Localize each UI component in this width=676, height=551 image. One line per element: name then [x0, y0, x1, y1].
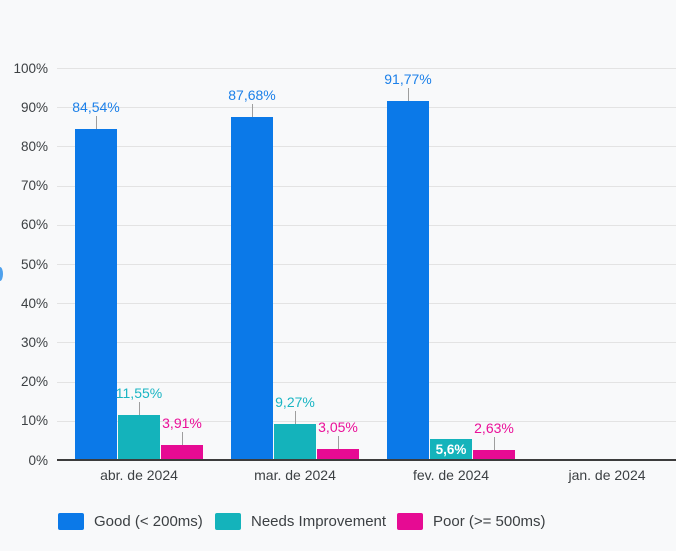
- bar-value-label: 3,91%: [162, 415, 202, 432]
- y-axis-tick-label: 60%: [20, 217, 48, 233]
- x-axis-label: jan. de 2024: [568, 467, 646, 483]
- gridline: [57, 381, 676, 383]
- legend-swatch-needs-improvement: [215, 512, 241, 530]
- bar-value-label: 9,27%: [275, 394, 315, 411]
- bar-poor[interactable]: [161, 445, 203, 460]
- x-axis-line: [57, 459, 676, 461]
- leader-line: [407, 87, 409, 101]
- x-axis-label: mar. de 2024: [254, 467, 336, 483]
- legend-swatch-poor: [397, 512, 423, 530]
- bar-value-label: 11,55%: [115, 385, 163, 402]
- legend-item-good: Good (< 200ms): [58, 512, 203, 530]
- bar-value-label: 3,05%: [318, 418, 358, 435]
- bar-good[interactable]: [231, 116, 273, 460]
- legend-swatch-good: [58, 512, 84, 530]
- legend-label: Good (< 200ms): [94, 512, 203, 530]
- y-axis-tick-label: 90%: [20, 99, 48, 115]
- bar-poor[interactable]: [473, 450, 515, 460]
- leader-line: [251, 103, 253, 117]
- gridline: [57, 185, 676, 187]
- y-axis-tick-label: 70%: [20, 178, 48, 194]
- leader-line: [181, 432, 183, 446]
- leader-line: [337, 435, 339, 449]
- bar-value-label: 5,6%: [435, 441, 467, 457]
- gridline: [57, 420, 676, 422]
- gridline: [57, 146, 676, 148]
- bar-value-label: 87,68%: [228, 86, 276, 103]
- bar-needs-improvement[interactable]: [118, 415, 160, 460]
- gridline: [57, 303, 676, 305]
- bar-value-label: 2,63%: [474, 420, 514, 437]
- bar-value-label: 84,54%: [72, 99, 120, 116]
- y-axis-tick-label: 50%: [20, 256, 48, 272]
- y-axis-tick-label: 100%: [13, 60, 48, 76]
- legend-item-poor: Poor (>= 500ms): [397, 512, 546, 530]
- legend-item-needs-improvement: Needs Improvement: [215, 512, 386, 530]
- gridline: [57, 264, 676, 265]
- y-axis-tick-label: 20%: [20, 374, 48, 390]
- bar-needs-improvement[interactable]: [430, 438, 472, 460]
- bar-good[interactable]: [387, 100, 429, 460]
- gridline: [57, 224, 676, 226]
- y-axis-title-clipped: [0, 267, 3, 281]
- leader-line: [493, 437, 495, 451]
- leader-line: [95, 116, 97, 130]
- leader-line: [138, 402, 140, 416]
- y-axis-tick-label: 40%: [20, 295, 48, 311]
- y-axis-tick-label: 10%: [20, 413, 48, 429]
- bar-poor[interactable]: [317, 448, 359, 460]
- legend-label: Needs Improvement: [251, 512, 387, 530]
- y-axis-tick-label: 80%: [20, 138, 48, 154]
- leader-line: [294, 411, 296, 425]
- gridline: [57, 107, 676, 109]
- x-axis-label: abr. de 2024: [100, 467, 178, 483]
- legend-label: Poor (>= 500ms): [433, 512, 546, 530]
- bar-value-label: 91,77%: [384, 70, 432, 87]
- x-axis-label: fev. de 2024: [412, 467, 490, 483]
- gridline: [57, 342, 676, 344]
- bar-needs-improvement[interactable]: [274, 424, 316, 460]
- bar-good[interactable]: [75, 129, 117, 460]
- y-axis-tick-label: 0%: [28, 452, 48, 468]
- gridline: [57, 68, 676, 69]
- y-axis-tick-label: 30%: [20, 334, 48, 350]
